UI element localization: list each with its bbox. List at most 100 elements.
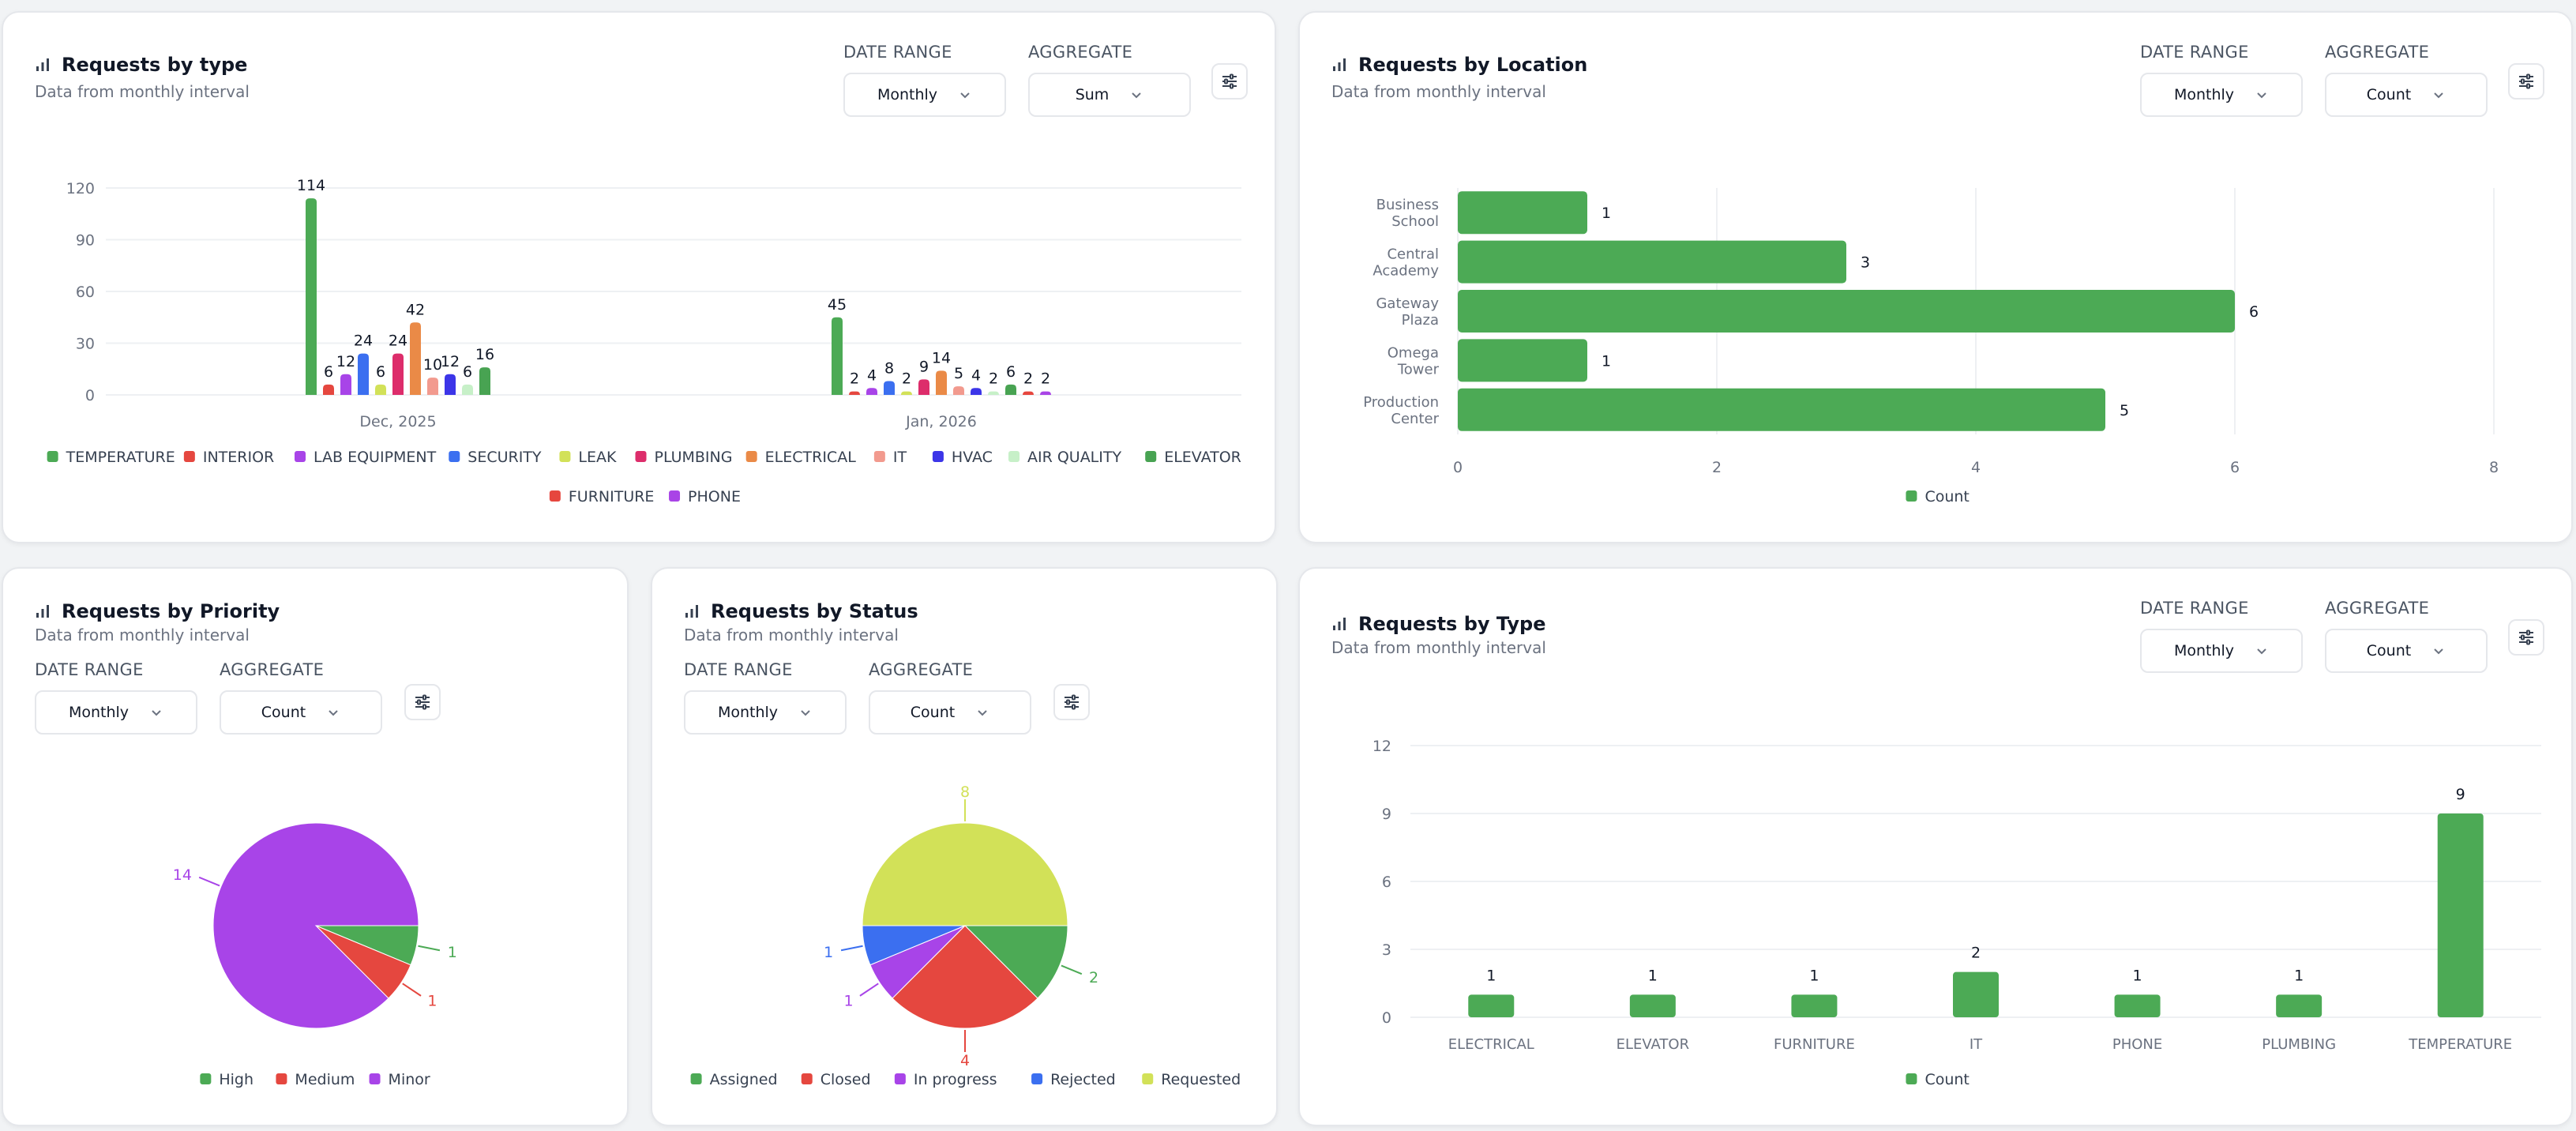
y-tick-label: Center	[1391, 411, 1439, 427]
bar	[971, 388, 982, 395]
sliders-icon	[2519, 73, 2533, 89]
legend-label: ELECTRICAL	[765, 449, 857, 466]
legend-swatch	[1008, 451, 1020, 462]
data-label: 6	[324, 363, 333, 381]
legend-swatch	[894, 1073, 906, 1084]
legend-swatch	[1142, 1073, 1154, 1084]
bar	[427, 378, 438, 395]
data-label: 1	[448, 944, 457, 961]
data-label: 9	[919, 358, 929, 375]
card-subtitle: Data from monthly interval	[1331, 82, 1546, 101]
card-title: Requests by Type	[1331, 613, 1546, 635]
pie-slice	[212, 822, 419, 1029]
leader-line	[402, 983, 422, 997]
card-subtitle: Data from monthly interval	[35, 626, 250, 644]
legend-label: Medium	[295, 1071, 355, 1088]
bar	[306, 198, 317, 395]
data-label: 14	[932, 349, 951, 366]
chart-settings-button[interactable]	[2508, 63, 2544, 100]
aggregate-select[interactable]: Sum	[1028, 73, 1191, 117]
legend-swatch	[559, 451, 571, 462]
bar	[918, 379, 929, 395]
chart-settings-button[interactable]	[404, 684, 441, 720]
data-label: 42	[406, 301, 425, 318]
x-tick-label: Jan, 2026	[905, 413, 977, 430]
bar	[1005, 384, 1016, 395]
bar	[1458, 191, 1587, 235]
y-tick-label: Tower	[1397, 361, 1440, 378]
chart-settings-button[interactable]	[1053, 684, 1090, 720]
bar	[358, 353, 369, 395]
data-label: 6	[2249, 303, 2259, 321]
bar	[1023, 391, 1034, 395]
data-label: 5	[954, 365, 963, 382]
date-range-select[interactable]: Monthly	[2140, 629, 2303, 673]
card-title-text: Requests by Type	[1358, 613, 1546, 635]
x-tick-label: 0	[1453, 459, 1463, 476]
chart-settings-button[interactable]	[1211, 63, 1248, 100]
chevron-down-icon	[2257, 648, 2266, 655]
card-title-text: Requests by Priority	[62, 600, 280, 622]
legend-label: PHONE	[688, 488, 741, 505]
aggregate-label: AGGREGATE	[2325, 43, 2430, 62]
y-tick-label: Gateway	[1376, 295, 1439, 312]
chevron-down-icon	[2257, 92, 2266, 99]
data-label: 14	[173, 866, 192, 884]
legend-swatch	[669, 490, 681, 502]
y-tick-label: 30	[76, 336, 95, 353]
card-title-text: Requests by Status	[711, 600, 918, 622]
legend-label: SECURITY	[468, 449, 542, 466]
x-tick-label: 6	[2230, 459, 2240, 476]
date-range-select[interactable]: Monthly	[2140, 73, 2303, 117]
data-label: 6	[376, 363, 385, 381]
bar	[988, 391, 999, 395]
data-label: 1	[2294, 967, 2304, 984]
data-label: 4	[971, 366, 981, 384]
legend-label: PLUMBING	[655, 449, 733, 466]
date-range-label: DATE RANGE	[35, 660, 144, 679]
bar	[849, 391, 860, 395]
date-range-label: DATE RANGE	[2140, 599, 2249, 618]
bar	[2437, 813, 2484, 1017]
legend-swatch	[183, 451, 195, 462]
data-label: 6	[463, 363, 472, 381]
data-label: 24	[354, 333, 373, 350]
sliders-icon	[1065, 694, 1079, 710]
leader-line	[840, 945, 863, 952]
aggregate-label: AGGREGATE	[2325, 599, 2430, 618]
bar	[445, 374, 456, 395]
aggregate-select[interactable]: Count	[220, 690, 382, 735]
data-label: 1	[844, 992, 854, 1009]
chart-settings-button[interactable]	[2508, 619, 2544, 656]
data-label: 4	[960, 1052, 970, 1069]
card-title: Requests by Location	[1331, 54, 1587, 76]
y-tick-label: 120	[66, 180, 95, 197]
date-range-select[interactable]: Monthly	[843, 73, 1006, 117]
aggregate-select[interactable]: Count	[2325, 73, 2488, 117]
x-tick-label: ELECTRICAL	[1448, 1036, 1534, 1053]
leader-line	[859, 983, 879, 997]
y-tick-label: 60	[76, 284, 95, 301]
legend-swatch	[1031, 1073, 1043, 1084]
y-tick-label: 12	[1372, 738, 1391, 755]
date-range-select[interactable]: Monthly	[35, 690, 197, 735]
bar	[901, 391, 912, 395]
bar	[2114, 994, 2161, 1017]
legend-swatch	[1906, 490, 1917, 502]
aggregate-select[interactable]: Count	[2325, 629, 2488, 673]
card-subtitle: Data from monthly interval	[1331, 638, 1546, 657]
card-title: Requests by Priority	[35, 600, 280, 622]
date-range-select[interactable]: Monthly	[684, 690, 847, 735]
legend-label: In progress	[914, 1071, 997, 1088]
aggregate-select[interactable]: Count	[869, 690, 1031, 735]
bar	[884, 381, 895, 395]
y-tick-label: Omega	[1388, 344, 1439, 361]
y-tick-label: School	[1391, 213, 1439, 230]
bar-chart-icon	[36, 605, 49, 618]
data-label: 114	[297, 177, 325, 194]
legend-label: Closed	[820, 1071, 871, 1088]
aggregate-value: Count	[2366, 642, 2412, 659]
data-label: 12	[441, 353, 460, 370]
chevron-down-icon	[801, 710, 810, 716]
card-subtitle: Data from monthly interval	[35, 82, 250, 101]
